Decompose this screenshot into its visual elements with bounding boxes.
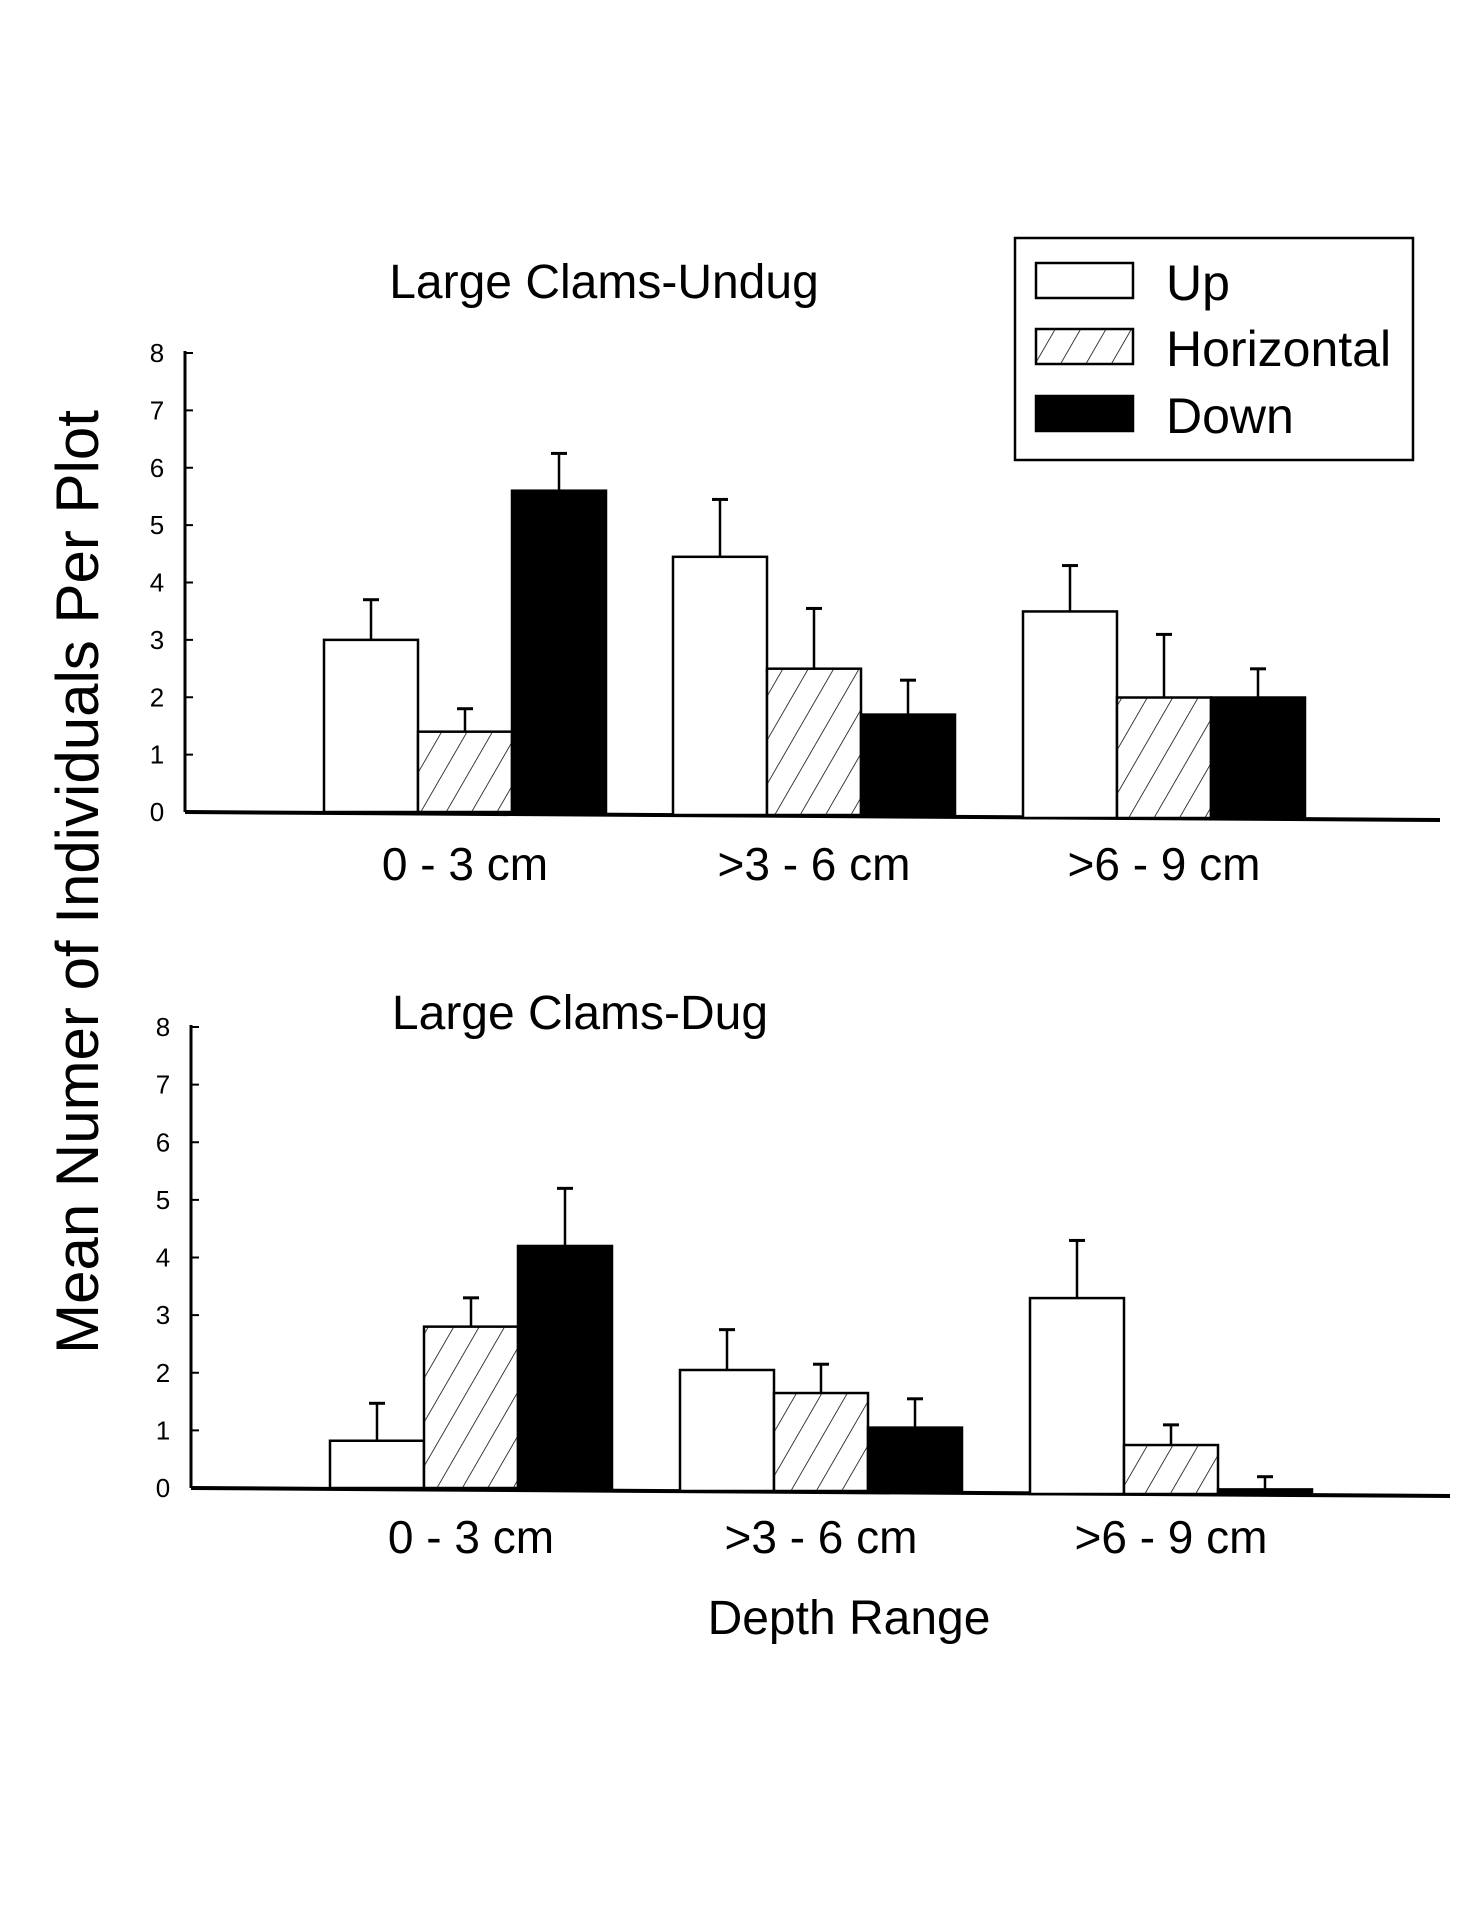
bar-up bbox=[1021, 610, 1119, 820]
bar-up bbox=[1028, 1296, 1126, 1496]
y-tick-label: 4 bbox=[150, 568, 164, 598]
bar-down bbox=[866, 1426, 964, 1493]
y-tick-label: 8 bbox=[150, 338, 164, 368]
y-tick-label: 2 bbox=[150, 682, 164, 712]
legend: Up Horizontal Down bbox=[1013, 236, 1415, 462]
bar-horizontal bbox=[422, 1325, 520, 1490]
legend-swatch-down bbox=[1034, 394, 1135, 433]
y-tick-label: 0 bbox=[156, 1473, 170, 1503]
y-tick-label: 2 bbox=[156, 1358, 170, 1388]
legend-label-up: Up bbox=[1166, 255, 1230, 311]
legend-label-horizontal: Horizontal bbox=[1166, 321, 1391, 377]
bar-horizontal bbox=[416, 730, 514, 814]
x-category-label: >3 - 6 cm bbox=[717, 838, 910, 890]
y-tick-label: 7 bbox=[150, 395, 164, 425]
bar-up bbox=[328, 1439, 426, 1490]
bar-down bbox=[516, 1244, 614, 1490]
legend-swatch-up bbox=[1034, 261, 1135, 300]
y-tick-label: 5 bbox=[150, 510, 164, 540]
y-tick-label: 3 bbox=[150, 625, 164, 655]
y-tick-label: 6 bbox=[156, 1127, 170, 1157]
y-tick-label: 8 bbox=[156, 1012, 170, 1042]
y-tick-label: 5 bbox=[156, 1185, 170, 1215]
y-tick-label: 4 bbox=[156, 1243, 170, 1273]
bar-horizontal bbox=[772, 1391, 870, 1493]
x-category-label: >6 - 9 cm bbox=[1074, 1511, 1267, 1563]
bar-down bbox=[859, 713, 957, 817]
y-tick-label: 0 bbox=[150, 797, 164, 827]
x-category-label: 0 - 3 cm bbox=[382, 838, 548, 890]
bar-down bbox=[1216, 1488, 1314, 1496]
panel-undug: Large Clams-Undug 0 1 2 3 4 5 6 7 8 0 - 3 cm >3 - 6… bbox=[150, 256, 1441, 890]
chart-title: Large Clams-Undug bbox=[389, 256, 819, 309]
y-tick-label: 3 bbox=[156, 1300, 170, 1330]
x-category-label: 0 - 3 cm bbox=[388, 1511, 554, 1563]
y-tick-label: 1 bbox=[156, 1415, 170, 1445]
chart-title: Large Clams-Dug bbox=[392, 987, 768, 1040]
x-category-label: >3 - 6 cm bbox=[724, 1511, 917, 1563]
bar-up bbox=[671, 555, 769, 817]
bar-down bbox=[1209, 696, 1307, 820]
bar-down bbox=[510, 489, 608, 814]
x-category-label: >6 - 9 cm bbox=[1067, 838, 1260, 890]
y-tick-label: 6 bbox=[150, 453, 164, 483]
y-tick-label: 1 bbox=[150, 740, 164, 770]
bar-horizontal bbox=[1122, 1443, 1220, 1496]
panel-dug: Large Clams-Dug 0 1 2 3 4 5 6 7 8 0 - 3 cm >3 - 6 c… bbox=[156, 987, 1451, 1563]
bar-up bbox=[678, 1368, 776, 1493]
y-tick-label: 7 bbox=[156, 1070, 170, 1100]
legend-swatch-horizontal bbox=[1034, 327, 1135, 366]
legend-label-down: Down bbox=[1166, 388, 1294, 444]
x-axis-label: Depth Range bbox=[708, 1592, 991, 1645]
bar-up bbox=[322, 638, 420, 814]
y-axis-label: Mean Numer of Individuals Per Plot bbox=[44, 410, 111, 1354]
bar-horizontal bbox=[765, 667, 863, 817]
bar-horizontal bbox=[1115, 696, 1213, 820]
